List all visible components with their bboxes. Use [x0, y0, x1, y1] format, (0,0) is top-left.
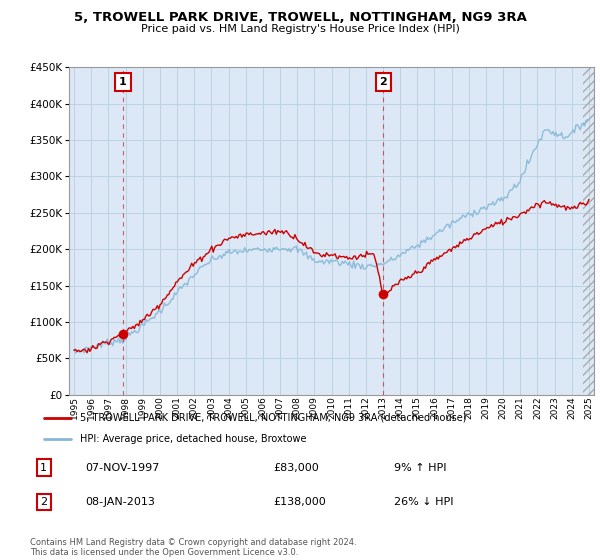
Text: HPI: Average price, detached house, Broxtowe: HPI: Average price, detached house, Brox…	[80, 435, 306, 444]
Text: £83,000: £83,000	[273, 463, 319, 473]
Text: 5, TROWELL PARK DRIVE, TROWELL, NOTTINGHAM, NG9 3RA: 5, TROWELL PARK DRIVE, TROWELL, NOTTINGH…	[74, 11, 526, 24]
Text: 2: 2	[380, 77, 388, 87]
Text: 07-NOV-1997: 07-NOV-1997	[85, 463, 160, 473]
Text: 9% ↑ HPI: 9% ↑ HPI	[394, 463, 447, 473]
Text: 1: 1	[119, 77, 127, 87]
Text: 5, TROWELL PARK DRIVE, TROWELL, NOTTINGHAM, NG9 3RA (detached house): 5, TROWELL PARK DRIVE, TROWELL, NOTTINGH…	[80, 413, 466, 423]
Text: £138,000: £138,000	[273, 497, 326, 507]
Text: Price paid vs. HM Land Registry's House Price Index (HPI): Price paid vs. HM Land Registry's House …	[140, 24, 460, 34]
Bar	[583, 67, 594, 395]
Text: 2: 2	[40, 497, 47, 507]
Text: 08-JAN-2013: 08-JAN-2013	[85, 497, 155, 507]
Text: 26% ↓ HPI: 26% ↓ HPI	[394, 497, 454, 507]
Text: Contains HM Land Registry data © Crown copyright and database right 2024.
This d: Contains HM Land Registry data © Crown c…	[30, 538, 356, 557]
Text: 1: 1	[40, 463, 47, 473]
